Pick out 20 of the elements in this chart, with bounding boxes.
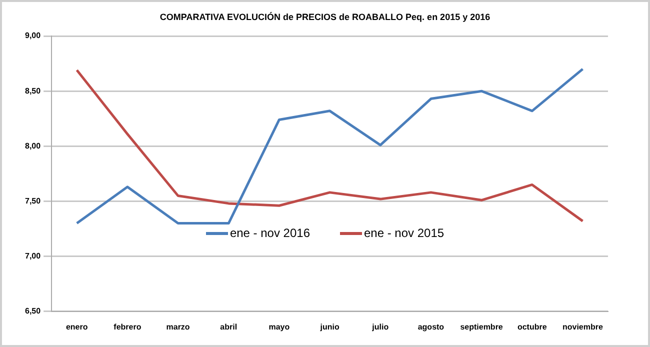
legend-label: ene - nov 2016 — [230, 226, 310, 240]
y-tick-label: 9,00 — [24, 31, 42, 40]
x-tick-label: septiembre — [460, 322, 504, 332]
x-tick-label: agosto — [418, 322, 444, 332]
x-tick-label: noviembre — [562, 322, 604, 332]
y-tick-label: 7,00 — [24, 252, 42, 261]
y-tick-label: 8,50 — [24, 86, 42, 96]
x-tick-label: marzo — [166, 322, 190, 332]
legend-label: ene - nov 2015 — [364, 226, 444, 240]
y-tick-label: 8,00 — [24, 141, 42, 150]
x-tick-label: abril — [220, 322, 238, 332]
x-tick-label: enero — [66, 322, 88, 332]
x-tick-label: junio — [319, 322, 340, 332]
x-tick-label: mayo — [268, 322, 290, 332]
x-tick-label: febrero — [114, 322, 142, 332]
x-tick-label: julio — [371, 322, 389, 332]
chart-title: COMPARATIVA EVOLUCIÓN de PRECIOS de ROABALLO Peq. en 2015 y 2016 — [158, 12, 492, 22]
x-tick-label: octubre — [517, 322, 548, 332]
y-tick-label: 6,50 — [24, 306, 42, 316]
y-tick-label: 7,50 — [24, 196, 42, 206]
